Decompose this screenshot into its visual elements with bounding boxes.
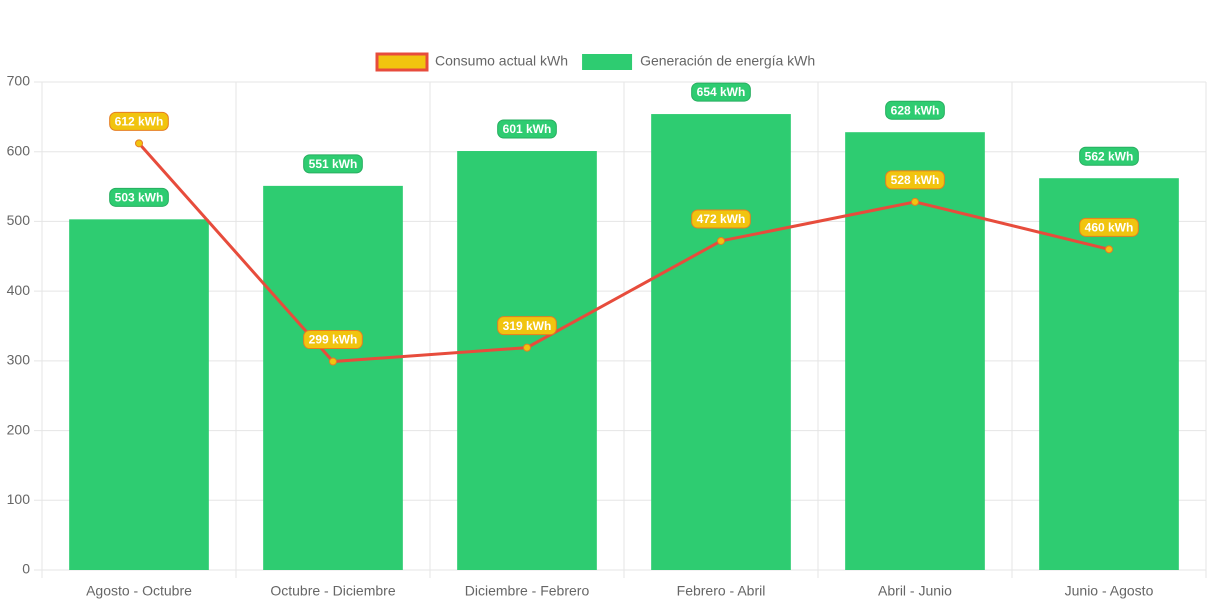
x-tick-label: Diciembre - Febrero <box>465 583 590 599</box>
y-tick-label: 400 <box>7 282 31 298</box>
data-label-box <box>303 330 363 350</box>
legend-swatch <box>375 52 429 72</box>
data-label-text: 654 kWh <box>697 85 746 99</box>
x-tick-label: Junio - Agosto <box>1065 583 1154 599</box>
data-label-text: 612 kWh <box>115 115 164 129</box>
line <box>137 142 1110 364</box>
data-label-text: 503 kWh <box>115 191 164 205</box>
data-label: 562 kWh <box>1079 146 1139 166</box>
y-tick-label: 600 <box>7 142 31 158</box>
data-label: 654 kWh <box>691 82 751 102</box>
data-label-box <box>691 82 751 102</box>
line-point <box>1105 245 1113 254</box>
bar <box>845 132 985 571</box>
data-label-box <box>497 316 557 336</box>
y-tick-label: 500 <box>7 212 31 228</box>
legend-swatch <box>582 54 633 70</box>
line-point <box>911 197 919 206</box>
data-label-text: 472 kWh <box>697 212 746 226</box>
data-label-text: 299 kWh <box>309 333 358 347</box>
data-label: 319 kWh <box>497 316 557 336</box>
data-label-box <box>1079 146 1139 166</box>
data-label: 299 kWh <box>303 330 363 350</box>
data-label-box <box>109 187 169 207</box>
data-label-text: 601 kWh <box>503 122 552 136</box>
data-label-text: 319 kWh <box>503 319 552 333</box>
data-label-box <box>1079 217 1139 237</box>
line-point <box>717 236 725 245</box>
data-label-box <box>303 154 363 174</box>
data-label: 503 kWh <box>109 187 169 207</box>
data-label-text: 628 kWh <box>891 103 940 117</box>
bar <box>457 151 597 570</box>
data-label: 612 kWh <box>109 111 169 131</box>
data-label: 628 kWh <box>885 100 945 120</box>
data-label-text: 551 kWh <box>309 157 358 171</box>
data-label-box <box>885 100 945 120</box>
y-tick-label: 100 <box>7 491 31 507</box>
data-label-text: 528 kWh <box>891 173 940 187</box>
data-label: 551 kWh <box>303 154 363 174</box>
legend-label: Generación de energía kWh <box>640 53 815 69</box>
data-label: 460 kWh <box>1079 217 1139 237</box>
x-tick-label: Agosto - Octubre <box>86 583 192 599</box>
x-tick-label: Octubre - Diciembre <box>270 583 395 599</box>
y-tick-label: 0 <box>22 561 30 577</box>
bar <box>651 114 791 570</box>
data-label-box <box>691 209 751 229</box>
legend-label: Consumo actual kWh <box>435 53 568 69</box>
line-point <box>135 139 143 148</box>
y-tick-label: 300 <box>7 352 31 368</box>
y-tick-label: 700 <box>7 73 31 89</box>
bar <box>1039 178 1179 570</box>
x-tick-label: Febrero - Abril <box>677 583 766 599</box>
y-tick-label: 200 <box>7 421 31 437</box>
x-tick-label: Abril - Junio <box>878 583 952 599</box>
data-label-box <box>109 111 169 131</box>
data-label-box <box>885 170 945 190</box>
line-point <box>523 343 531 352</box>
data-label-box <box>497 119 557 139</box>
line-point <box>329 357 337 366</box>
data-label: 601 kWh <box>497 119 557 139</box>
bar <box>263 185 403 571</box>
data-label-text: 460 kWh <box>1085 220 1134 234</box>
data-label: 472 kWh <box>691 209 751 229</box>
bar <box>69 219 209 570</box>
data-label-text: 562 kWh <box>1085 149 1134 163</box>
data-label: 528 kWh <box>885 170 945 190</box>
